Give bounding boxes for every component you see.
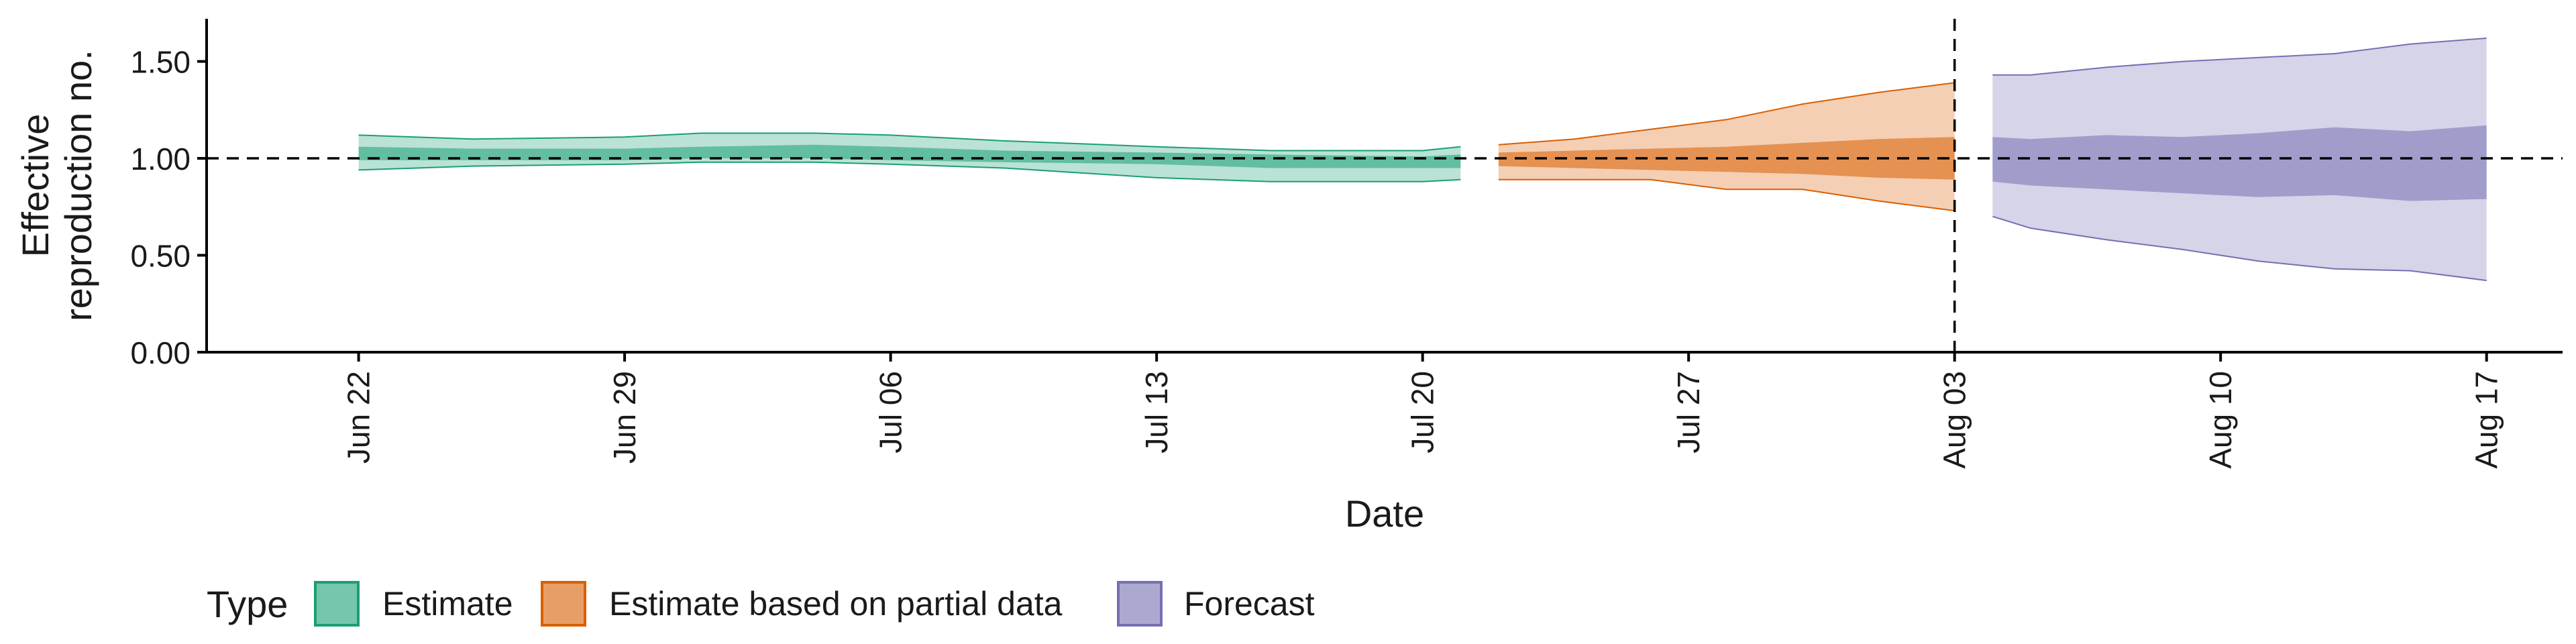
legend-label-estimate: Estimate — [382, 585, 513, 623]
x-ticks: Jun 22 Jun 29 Jul 06 Jul 13 Jul 20 Jul 27 Aug … — [341, 352, 2504, 469]
x-axis-title: Date — [1345, 492, 1424, 535]
x-tick-label: Jul 06 — [873, 371, 908, 453]
x-tick-label: Aug 17 — [2469, 371, 2504, 469]
y-ticks: 0.00 0.50 1.00 1.50 — [130, 45, 207, 370]
estimate-based-on-partial-data-lower-outline — [1498, 178, 1955, 212]
y-tick-label: 0.00 — [130, 335, 191, 370]
axes: 0.00 0.50 1.00 1.50 Jun 22 Jun 29 Jul 06 Jul 1… — [130, 19, 2563, 469]
estimate-band-50 — [358, 144, 1461, 168]
legend-items: Estimate Estimate based on partial data Fo… — [314, 581, 1315, 627]
forecast-upper-outline — [1992, 37, 2487, 76]
y-tick-label: 1.50 — [130, 45, 191, 80]
x-tick-label: Jul 13 — [1139, 371, 1174, 453]
legend-title: Type — [207, 583, 288, 625]
y-tick-label: 0.50 — [130, 239, 191, 274]
x-tick-label: Aug 03 — [1937, 371, 1972, 469]
legend: Type Estimate Estimate based on partial d… — [207, 581, 1315, 627]
y-axis-title-line-2: reproduction no. — [57, 50, 99, 321]
forecast-band-50 — [1992, 125, 2487, 201]
legend-key-forecast — [1117, 581, 1163, 627]
estimate-lower-outline — [358, 161, 1461, 182]
y-tick-label: 1.00 — [130, 142, 191, 176]
x-tick-label: Jun 29 — [607, 371, 642, 464]
forecast-lower-outline — [1992, 215, 2487, 282]
legend-label-estimate-based-on-partial-data: Estimate based on partial data — [609, 585, 1063, 623]
estimate-based-on-partial-data-upper-outline — [1498, 82, 1955, 146]
legend-key-estimate — [314, 581, 360, 627]
legend-key-estimate-based-on-partial-data — [541, 581, 586, 627]
x-tick-label: Jul 20 — [1405, 371, 1440, 453]
estimate-upper-outline — [358, 132, 1461, 152]
x-tick-label: Aug 10 — [2203, 371, 2238, 469]
legend-label-forecast: Forecast — [1184, 585, 1315, 623]
y-axis-title-line-1: Effective — [14, 114, 56, 258]
x-tick-label: Jul 27 — [1671, 371, 1706, 453]
x-tick-label: Jun 22 — [341, 371, 376, 464]
